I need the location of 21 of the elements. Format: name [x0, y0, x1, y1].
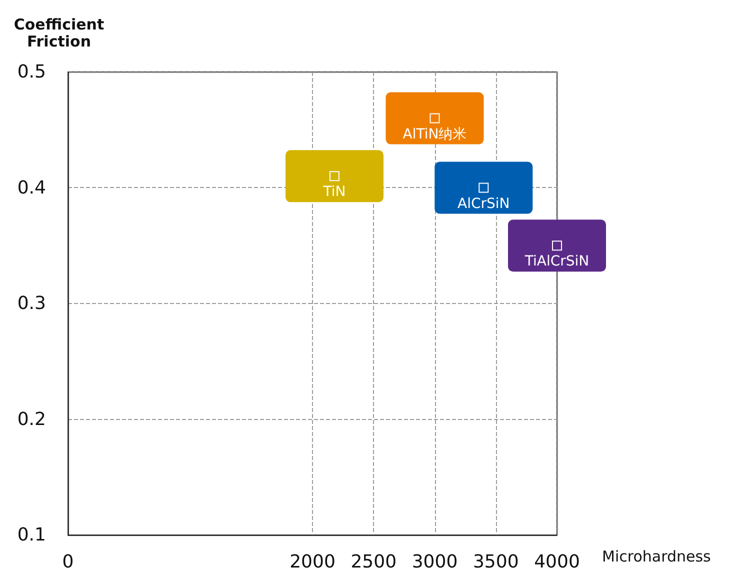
- point: [330, 171, 340, 182]
- point: [430, 113, 440, 124]
- series-label: TiAlCrSiN: [524, 254, 590, 270]
- y-tick-label: 0.4: [17, 177, 46, 198]
- x-tick-label: 2000: [290, 552, 336, 572]
- series-label: AlTiN纳米: [402, 126, 467, 142]
- x-tick-label: 0: [62, 552, 74, 572]
- point: [552, 240, 562, 251]
- series-label: AlCrSiN: [458, 196, 510, 212]
- y-tick-label: 0.2: [17, 408, 46, 430]
- y-tick-label: 0.5: [17, 62, 46, 82]
- y-tick-label: 0.3: [17, 293, 46, 314]
- x-tick-label: 3500: [472, 552, 519, 572]
- point: [478, 182, 489, 193]
- x-axis-title: Microhardness: [602, 548, 712, 566]
- x-tick-label: 2500: [350, 552, 397, 572]
- y-tick-label: 0.1: [17, 524, 46, 546]
- x-tick-label: 3000: [412, 552, 458, 572]
- y-axis-title: Coefficient Friction: [14, 16, 104, 50]
- x-tick-label: 4000: [534, 552, 580, 572]
- series-label: TiN: [322, 184, 346, 200]
